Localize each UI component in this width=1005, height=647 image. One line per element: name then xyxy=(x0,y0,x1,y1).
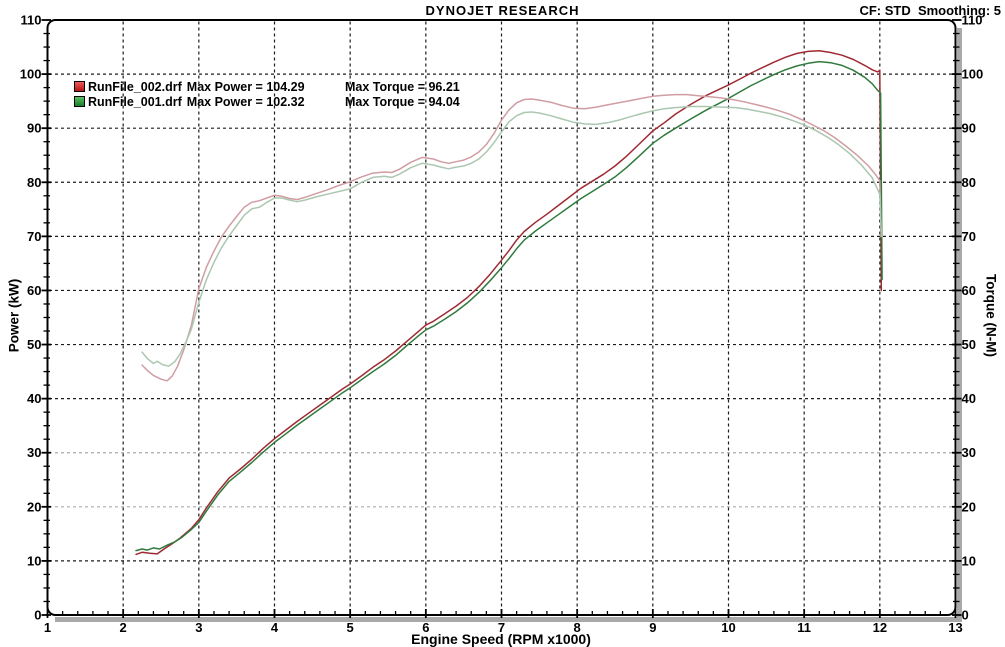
run-002-swatch xyxy=(74,81,85,92)
run-002-max-torque: Max Torque = 96.21 xyxy=(345,80,460,94)
legend-run-002: RunFile_002.drf Max Power = 104.29 Max To… xyxy=(88,80,648,94)
y-left-tick-label: 40 xyxy=(27,391,41,406)
x-tick-label: 8 xyxy=(574,620,581,635)
x-tick-label: 5 xyxy=(347,620,354,635)
y-left-tick-label: 20 xyxy=(27,499,41,514)
plot-shadow xyxy=(55,28,962,622)
run-001-max-torque: Max Torque = 94.04 xyxy=(345,95,460,109)
curve-power-1 xyxy=(135,60,883,552)
y-right-tick-label: 10 xyxy=(962,553,976,568)
curve-torque-2 xyxy=(141,93,883,382)
y-right-tick-label: 40 xyxy=(962,391,976,406)
y-right-tick-label: 110 xyxy=(962,13,983,28)
y-right-axis-title: Torque (N-M) xyxy=(983,274,999,357)
y-right-tick-label: 0 xyxy=(962,608,969,623)
y-left-tick-label: 100 xyxy=(20,67,42,82)
run-001-max-power: Max Power = 102.32 xyxy=(186,95,305,109)
run-002-filename: RunFile_002.drf xyxy=(88,80,182,94)
y-right-tick-label: 50 xyxy=(962,337,976,352)
y-left-tick-label: 60 xyxy=(27,283,41,298)
correction-smoothing-label: CF: STD Smoothing: 5 xyxy=(859,3,1001,18)
curve-power-0 xyxy=(135,50,883,556)
y-right-tick-label: 70 xyxy=(962,229,976,244)
run-002-max-power: Max Power = 104.29 xyxy=(186,80,305,94)
y-right-tick-label: 90 xyxy=(962,121,976,136)
y-left-tick-label: 110 xyxy=(21,13,42,28)
y-left-tick-label: 0 xyxy=(34,608,41,623)
run-001-swatch xyxy=(74,96,85,107)
x-tick-label: 6 xyxy=(422,620,429,635)
y-left-tick-label: 30 xyxy=(27,445,41,460)
x-tick-label: 12 xyxy=(873,620,887,635)
legend-run-001: RunFile_001.drf Max Power = 102.32 Max To… xyxy=(88,95,648,109)
chart-title: DYNOJET RESEARCH xyxy=(425,3,580,18)
x-axis-title: Engine Speed (RPM x1000) xyxy=(411,631,591,647)
curve-torque-3 xyxy=(141,105,883,367)
y-right-tick-label: 20 xyxy=(962,499,976,514)
y-left-tick-label: 70 xyxy=(27,229,41,244)
x-tick-label: 2 xyxy=(120,620,127,635)
x-tick-label: 13 xyxy=(948,620,962,635)
x-tick-label: 10 xyxy=(721,620,735,635)
x-tick-label: 9 xyxy=(649,620,656,635)
y-right-tick-label: 80 xyxy=(962,175,976,190)
x-tick-label: 11 xyxy=(797,620,811,635)
axis-ticks xyxy=(41,19,962,618)
x-tick-label: 4 xyxy=(271,620,279,635)
grid-lines xyxy=(49,21,954,614)
tick-labels: 0 0 10 10 20 20 30 30 40 40 50 50 60 60 70 70 80 80 90 90 10… xyxy=(20,13,983,636)
y-left-tick-label: 10 xyxy=(27,553,41,568)
y-right-tick-label: 100 xyxy=(962,67,984,82)
run-001-filename: RunFile_001.drf xyxy=(88,95,182,109)
y-left-tick-label: 80 xyxy=(27,175,41,190)
y-right-tick-label: 60 xyxy=(962,283,976,298)
y-right-tick-label: 30 xyxy=(962,445,976,460)
y-left-tick-label: 50 xyxy=(27,337,41,352)
y-left-axis-title: Power (kW) xyxy=(6,278,22,353)
x-tick-label: 3 xyxy=(195,620,202,635)
y-left-tick-label: 90 xyxy=(27,121,41,136)
x-tick-label: 1 xyxy=(44,620,51,635)
x-tick-label: 7 xyxy=(498,620,505,635)
